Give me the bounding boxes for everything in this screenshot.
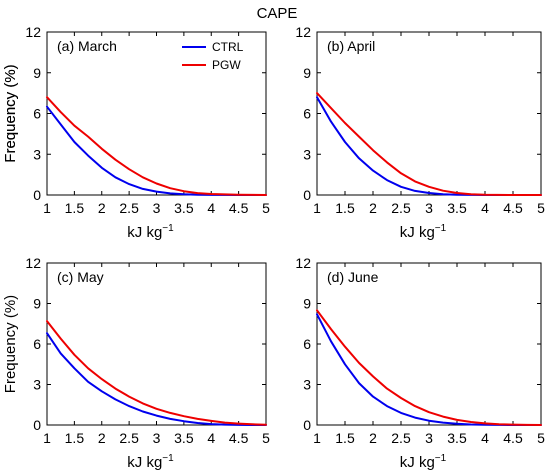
- series-line-pgw: [46, 320, 267, 426]
- y-tick-label: 9: [303, 65, 311, 81]
- x-tick-label: 3: [153, 430, 161, 446]
- x-tick-label: 5: [262, 430, 270, 446]
- x-axis-label-exponent: −1: [435, 453, 447, 464]
- y-tick-label: 0: [303, 187, 311, 203]
- series-line-ctrl: [46, 105, 267, 196]
- y-tick-label: 0: [303, 417, 311, 433]
- series-line-ctrl: [46, 332, 267, 426]
- y-tick-label: 3: [303, 377, 311, 393]
- panel-3: 1 1.5 2 2.5 3 3.5 4 4.5 5 0 3 6 9 12 kJ kg−1 Frequency …: [2, 255, 270, 471]
- y-tick-label: 9: [33, 296, 41, 312]
- legend: CTRL PGW: [182, 40, 244, 72]
- x-axis-label-exponent: −1: [435, 223, 447, 234]
- y-tick-label: 6: [33, 106, 41, 122]
- panel-label: (a) March: [57, 38, 117, 54]
- panel-1: 1 1.5 2 2.5 3 3.5 4 4.5 5 0 3 6 9 12 kJ kg−1 Frequency …: [2, 24, 270, 241]
- x-tick-label: 2: [98, 200, 106, 216]
- x-tick-label: 5: [262, 200, 270, 216]
- x-tick-label: 3.5: [447, 430, 467, 446]
- series-line-pgw: [316, 309, 542, 426]
- x-tick-label: 2.5: [119, 430, 139, 446]
- y-tick-label: 12: [25, 24, 41, 40]
- x-tick-label: 4: [481, 200, 489, 216]
- x-axis-label-exponent: −1: [162, 223, 174, 234]
- x-tick-label: 4.5: [503, 200, 523, 216]
- series-line-ctrl: [316, 313, 542, 426]
- x-axis-label: kJ kg−1: [127, 453, 174, 471]
- y-tick-label: 6: [303, 336, 311, 352]
- y-tick-label: 12: [25, 255, 41, 271]
- x-tick-label: 1.5: [65, 200, 85, 216]
- plot-frame: [316, 31, 542, 196]
- x-tick-label: 1: [43, 430, 51, 446]
- x-tick-label: 4.5: [503, 430, 523, 446]
- plot-frame: [316, 262, 542, 426]
- x-axis-label-text: kJ kg: [400, 224, 435, 241]
- x-tick-label: 3.5: [174, 200, 194, 216]
- x-tick-label: 1.5: [335, 430, 355, 446]
- y-tick-label: 3: [33, 377, 41, 393]
- y-tick-label: 9: [33, 65, 41, 81]
- x-tick-label: 3.5: [447, 200, 467, 216]
- x-tick-label: 4.5: [229, 430, 249, 446]
- y-tick-label: 12: [295, 255, 311, 271]
- y-tick-label: 12: [295, 24, 311, 40]
- x-tick-label: 1: [313, 200, 321, 216]
- plot-frame: [46, 31, 267, 196]
- y-axis-label: Frequency (%): [2, 295, 19, 393]
- x-tick-label: 3: [153, 200, 161, 216]
- panel-label: (b) April: [327, 38, 375, 54]
- x-tick-label: 4: [207, 430, 215, 446]
- x-axis-label-text: kJ kg: [127, 224, 162, 241]
- x-tick-label: 4: [481, 430, 489, 446]
- x-axis-label: kJ kg−1: [127, 223, 174, 241]
- y-axis-label: Frequency (%): [2, 64, 19, 162]
- x-tick-label: 1: [313, 430, 321, 446]
- x-tick-label: 2: [369, 430, 377, 446]
- plot-frame: [46, 262, 267, 426]
- x-tick-label: 5: [537, 200, 545, 216]
- x-tick-label: 2: [98, 430, 106, 446]
- figure-title: CAPE: [257, 5, 298, 22]
- x-axis-label-exponent: −1: [162, 453, 174, 464]
- series-line-pgw: [46, 96, 267, 196]
- x-axis-label: kJ kg−1: [400, 453, 447, 471]
- legend-label-ctrl: CTRL: [212, 40, 244, 54]
- legend-label-pgw: PGW: [212, 58, 241, 72]
- y-tick-label: 9: [303, 296, 311, 312]
- x-tick-label: 1.5: [335, 200, 355, 216]
- x-tick-label: 5: [537, 430, 545, 446]
- y-tick-label: 0: [33, 417, 41, 433]
- x-axis-label-text: kJ kg: [127, 454, 162, 471]
- y-tick-label: 6: [33, 336, 41, 352]
- x-tick-label: 4.5: [229, 200, 249, 216]
- y-tick-label: 3: [303, 146, 311, 162]
- y-tick-label: 3: [33, 146, 41, 162]
- x-tick-label: 2: [369, 200, 377, 216]
- series-line-ctrl: [316, 96, 542, 196]
- y-tick-label: 6: [303, 106, 311, 122]
- x-tick-label: 1: [43, 200, 51, 216]
- x-axis-label: kJ kg−1: [400, 223, 447, 241]
- x-tick-label: 3: [425, 430, 433, 446]
- x-tick-label: 2.5: [391, 200, 411, 216]
- series-line-pgw: [316, 92, 542, 196]
- x-tick-label: 2.5: [119, 200, 139, 216]
- x-tick-label: 2.5: [391, 430, 411, 446]
- panel-label: (c) May: [57, 269, 104, 285]
- x-tick-label: 4: [207, 200, 215, 216]
- panel-4: 1 1.5 2 2.5 3 3.5 4 4.5 5 0 3 6 9 12 kJ kg−1 (d) June: [295, 255, 545, 471]
- x-axis-label-text: kJ kg: [400, 454, 435, 471]
- y-tick-label: 0: [33, 187, 41, 203]
- x-tick-label: 3: [425, 200, 433, 216]
- x-tick-label: 3.5: [174, 430, 194, 446]
- y-axis-label: Frequency (%): [2, 64, 19, 162]
- x-tick-label: 1.5: [65, 430, 85, 446]
- panel-label: (d) June: [327, 269, 379, 285]
